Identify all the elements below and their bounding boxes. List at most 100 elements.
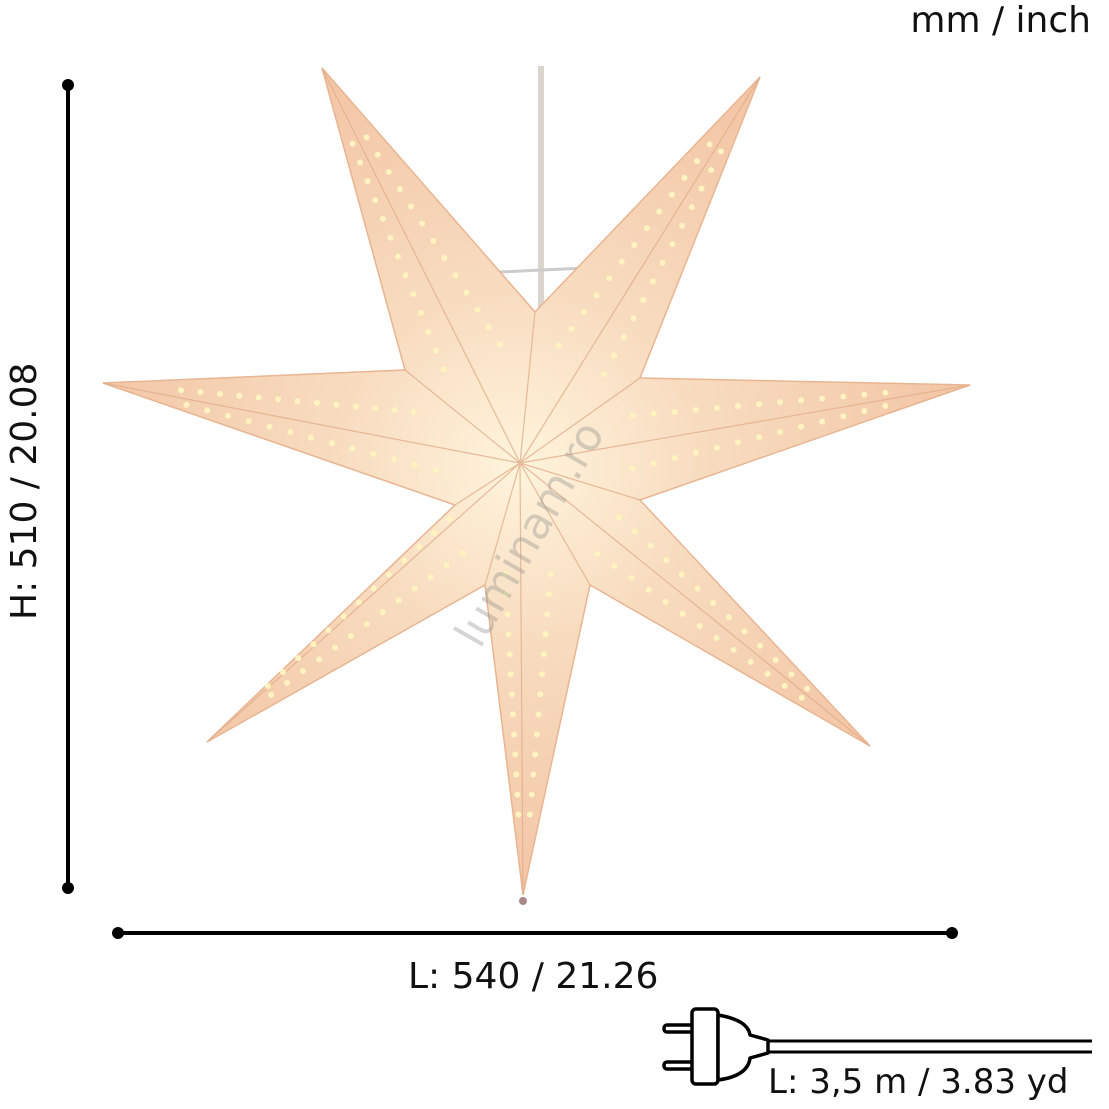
- perforation-hole: [734, 403, 741, 410]
- perforation-hole: [310, 641, 317, 648]
- fold-line: [519, 462, 524, 896]
- perforation-hole: [669, 241, 676, 248]
- perforation-hole: [611, 352, 618, 359]
- perforation-hole: [688, 204, 695, 211]
- perforation-hole: [804, 685, 811, 692]
- perforation-hole: [510, 711, 517, 718]
- perforation-hole: [255, 394, 262, 401]
- perforation-hole: [725, 614, 732, 621]
- perforation-hole: [568, 325, 575, 332]
- perforation-hole: [503, 591, 510, 598]
- perforation-hole: [463, 289, 470, 296]
- perforation-hole: [370, 585, 377, 592]
- perforation-hole: [295, 655, 302, 662]
- perforation-hole: [441, 255, 448, 262]
- perforation-hole: [798, 397, 805, 404]
- perforation-hole: [459, 550, 466, 557]
- fold-line: [102, 382, 521, 464]
- perforation-hole: [650, 410, 657, 417]
- perforation-hole: [245, 418, 252, 425]
- perforation-hole: [349, 445, 356, 452]
- perforation-hole: [515, 811, 522, 818]
- perforation-hole: [681, 174, 688, 181]
- perforation-hole: [363, 134, 370, 141]
- perforation-hole: [328, 440, 335, 447]
- perforation-hole: [526, 811, 533, 818]
- perforation-hole: [396, 186, 403, 193]
- perforation-hole: [416, 543, 423, 550]
- perforation-hole: [440, 366, 447, 373]
- perforation-hole: [313, 399, 320, 406]
- perforation-hole: [363, 621, 370, 628]
- perforation-hole: [391, 456, 398, 463]
- perforation-hole: [545, 591, 552, 598]
- perforation-hole: [692, 449, 699, 456]
- perforation-hole: [734, 439, 741, 446]
- perforation-hole: [183, 401, 190, 408]
- perforation-hole: [427, 573, 434, 580]
- perforation-hole: [294, 398, 301, 405]
- perforation-hole: [698, 185, 705, 192]
- perforation-hole: [268, 691, 275, 698]
- perforation-hole: [379, 215, 386, 222]
- perforation-hole: [300, 668, 307, 675]
- perforation-hole: [419, 220, 426, 227]
- perforation-hole: [216, 390, 223, 397]
- perforation-hole: [275, 396, 282, 403]
- hanger-bar: [499, 266, 586, 274]
- units-label: mm / inch: [910, 0, 1091, 41]
- perforation-hole: [616, 514, 623, 521]
- fold-line: [519, 462, 591, 586]
- perforation-hole: [528, 791, 535, 798]
- perforation-hole: [452, 272, 459, 279]
- perforation-hole: [379, 609, 386, 616]
- perforation-hole: [507, 671, 514, 678]
- perforation-hole: [643, 225, 650, 232]
- perforation-hole: [679, 610, 686, 617]
- perforation-hole: [694, 585, 701, 592]
- perforation-hole: [717, 148, 724, 155]
- perforation-hole: [386, 571, 393, 578]
- perforation-hole: [372, 405, 379, 412]
- perforation-hole: [513, 771, 520, 778]
- fold-line: [519, 384, 971, 464]
- perforation-hole: [236, 392, 243, 399]
- perforation-hole: [308, 434, 315, 441]
- perforation-hole: [629, 412, 636, 419]
- perforation-hole: [505, 631, 512, 638]
- star-tip-bead: [519, 897, 527, 905]
- height-label: H: 510 / 20.08: [4, 362, 45, 620]
- star-lamp: [102, 67, 971, 905]
- perforation-hole: [788, 671, 795, 678]
- perforation-hole: [417, 309, 424, 316]
- perforation-hole: [506, 651, 513, 658]
- width-dimension-line: [112, 927, 958, 939]
- perforation-hole: [443, 562, 450, 569]
- perforation-hole: [224, 412, 231, 419]
- perforation-hole: [401, 557, 408, 564]
- perforation-hole: [713, 405, 720, 412]
- perforation-hole: [539, 671, 546, 678]
- perforation-hole: [446, 515, 453, 522]
- perforation-hole: [204, 407, 211, 414]
- perforation-hole: [757, 642, 764, 649]
- perforation-hole: [706, 141, 713, 148]
- perforation-hole: [349, 140, 356, 147]
- perforation-hole: [671, 455, 678, 462]
- height-dimension-line: [62, 79, 74, 894]
- perforation-hole: [656, 208, 663, 215]
- perforation-hole: [659, 259, 666, 266]
- perforation-hole: [508, 691, 515, 698]
- perforation-hole: [410, 291, 417, 298]
- perforation-hole: [798, 694, 805, 701]
- perforation-hole: [618, 258, 625, 265]
- perforation-hole: [756, 401, 763, 408]
- perforation-hole: [772, 657, 779, 664]
- perforation-hole: [370, 451, 377, 458]
- perforation-hole: [650, 460, 657, 467]
- fold-line: [519, 462, 871, 747]
- perforation-hole: [511, 731, 518, 738]
- perforation-hole: [713, 444, 720, 451]
- perforation-hole: [535, 711, 542, 718]
